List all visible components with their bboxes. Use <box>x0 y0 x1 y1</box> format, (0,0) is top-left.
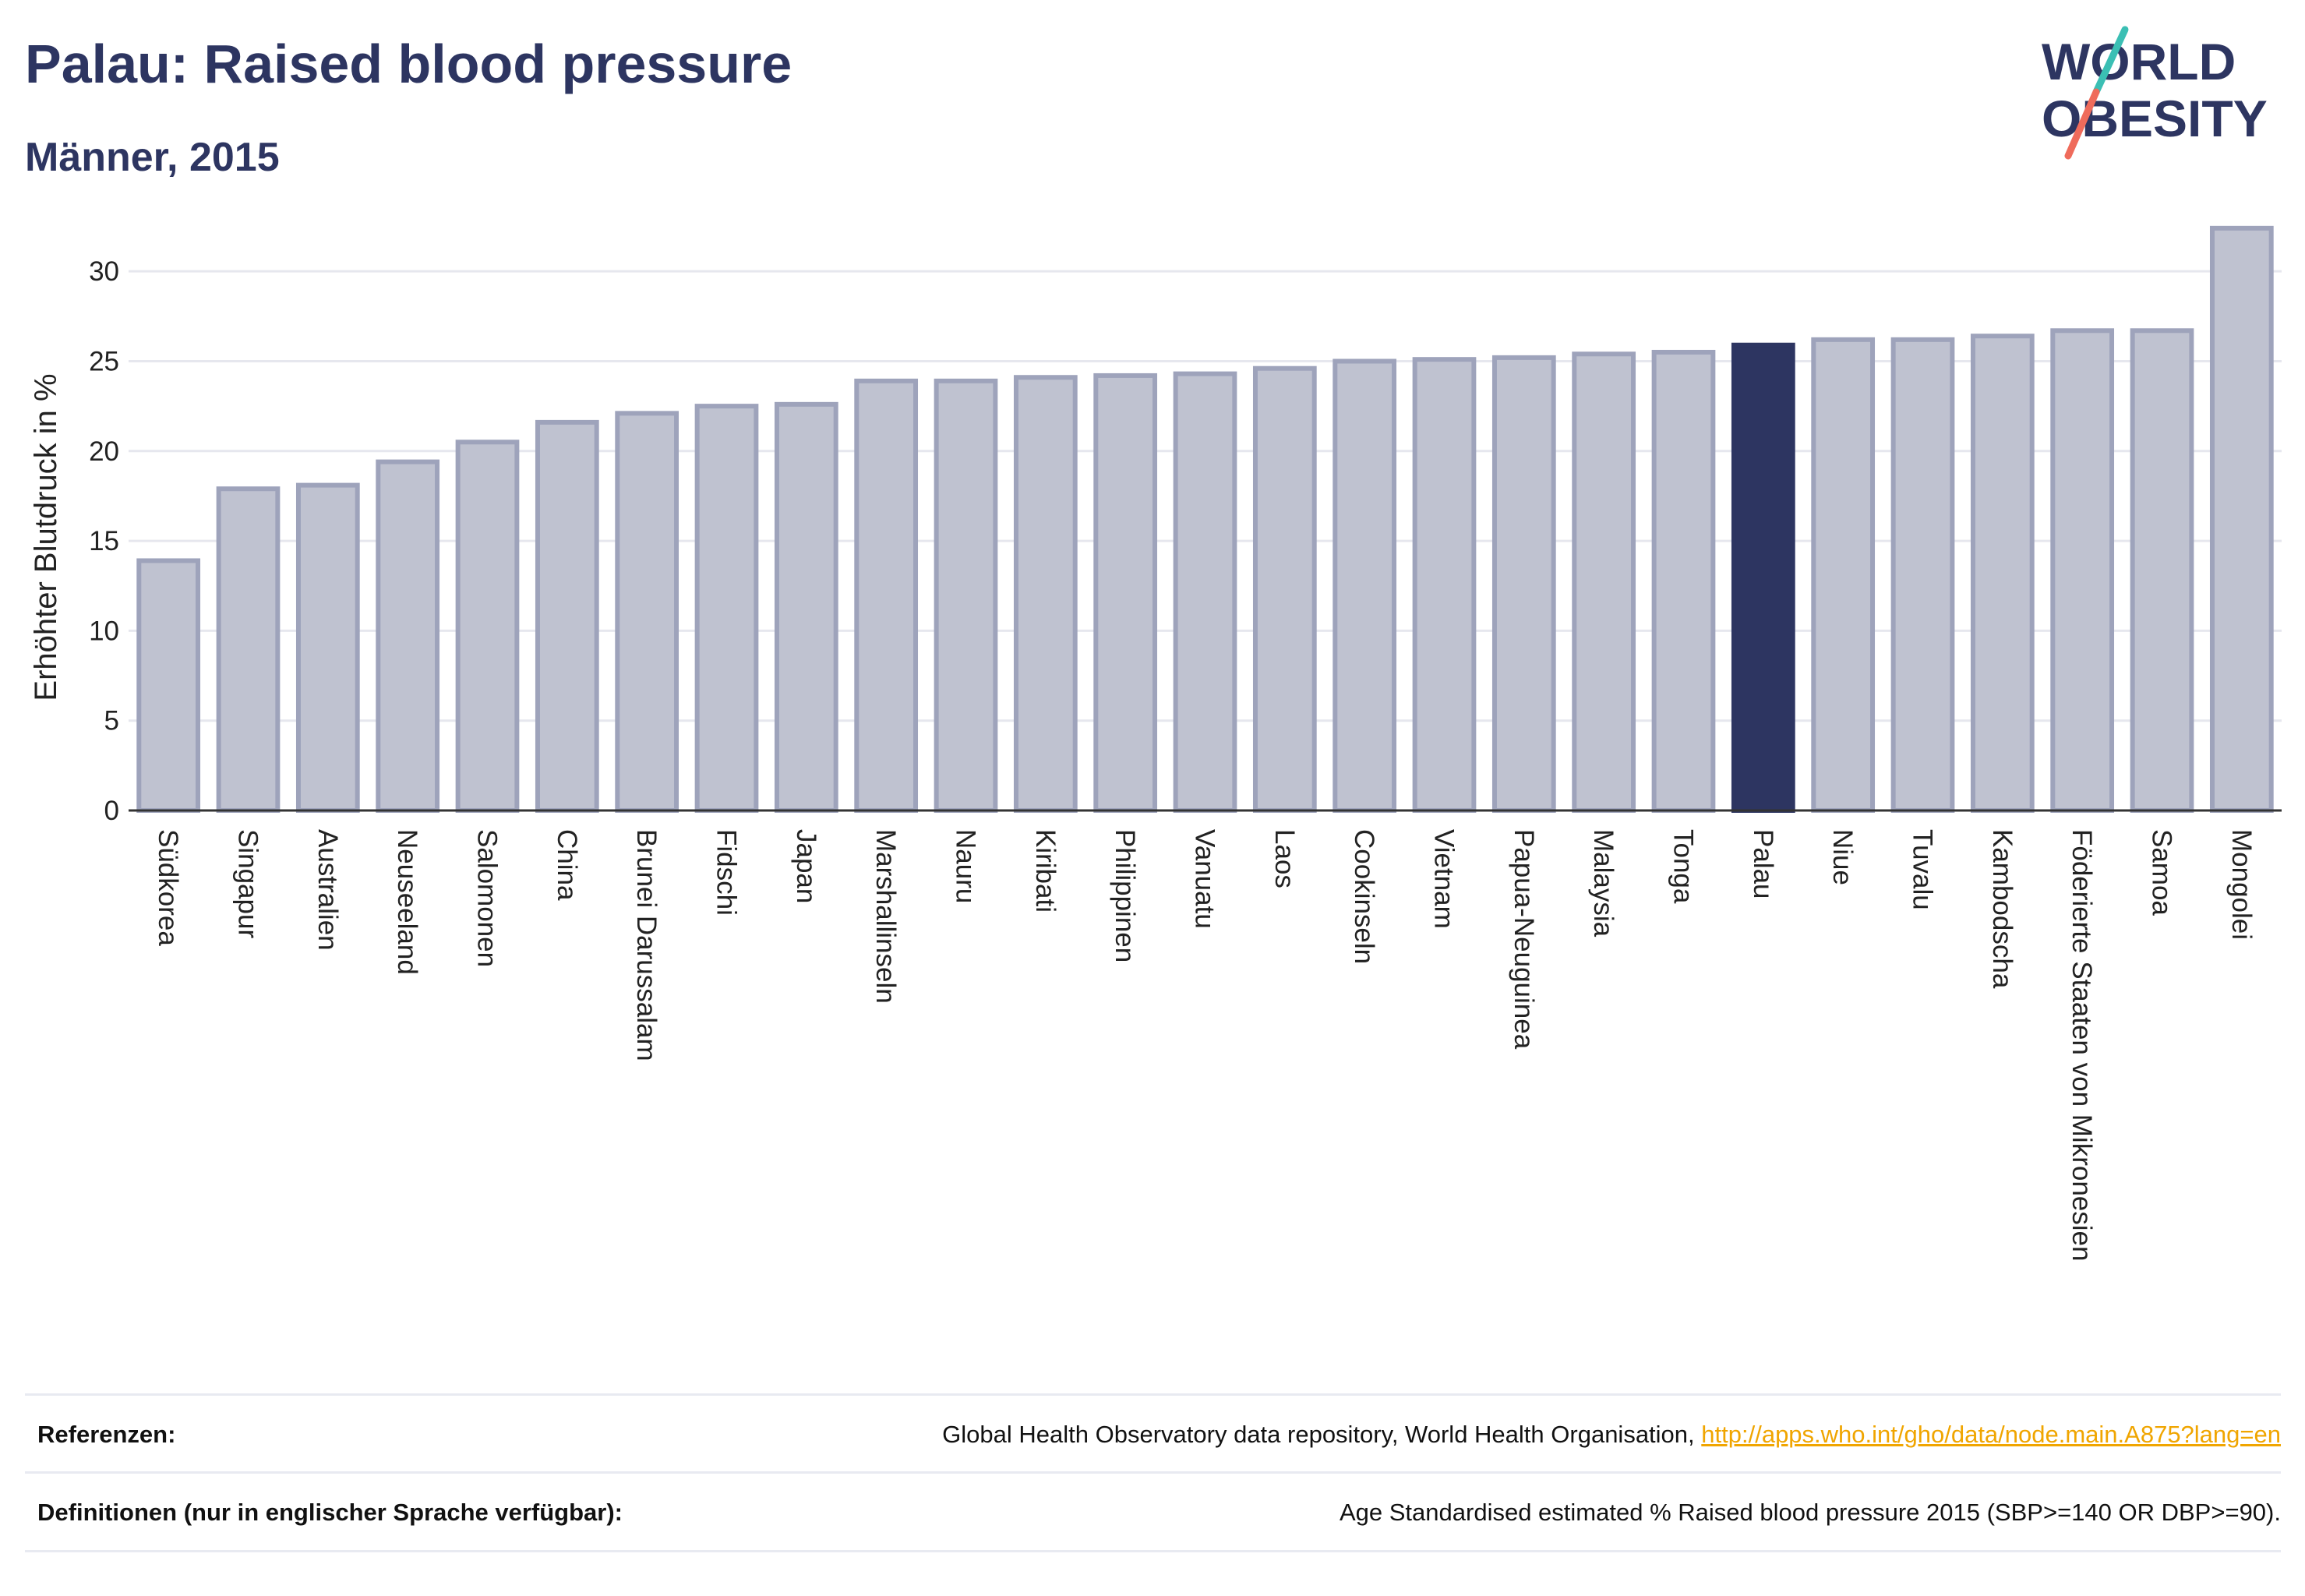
x-category-label: Mongolei <box>2226 829 2257 940</box>
bar[interactable] <box>376 459 440 813</box>
references-label: Referenzen: <box>37 1421 176 1448</box>
x-category-label: China <box>552 829 582 901</box>
y-tick-label: 20 <box>89 436 119 467</box>
bar[interactable] <box>694 404 759 813</box>
bar[interactable] <box>2209 225 2274 813</box>
x-category-label: Cookinseln <box>1349 829 1379 964</box>
logo-slash-coral <box>2064 88 2100 160</box>
bar[interactable] <box>854 378 919 814</box>
bar[interactable] <box>1890 337 1955 813</box>
bar[interactable] <box>455 440 520 813</box>
bar[interactable] <box>615 411 679 813</box>
x-category-label: Kambodscha <box>1987 829 2017 989</box>
bar[interactable] <box>1970 334 2035 813</box>
x-axis-category-labels: Südkorea Singapur Australien Neuseeland Salo… <box>153 829 2257 1261</box>
x-category-label: Philippinen <box>1110 829 1140 962</box>
x-category-label: Papua-Neuguinea <box>1509 829 1539 1050</box>
logo-text-world: WORLD <box>2042 33 2236 90</box>
bar[interactable] <box>2130 328 2194 814</box>
y-tick-label: 15 <box>89 526 119 556</box>
bar[interactable] <box>1412 357 1477 814</box>
x-category-label: Australien <box>312 829 343 951</box>
bar[interactable] <box>295 482 360 813</box>
y-tick-label: 30 <box>89 256 119 287</box>
bar[interactable] <box>774 401 838 813</box>
bar[interactable] <box>1333 358 1397 813</box>
bar[interactable] <box>1173 371 1237 814</box>
x-category-label: Laos <box>1269 829 1300 888</box>
y-tick-label: 10 <box>89 616 119 646</box>
x-category-label: Brunei Darussalam <box>631 829 662 1061</box>
bar[interactable] <box>2050 328 2115 814</box>
footer-table: Referenzen: Global Health Observatory da… <box>25 1393 2281 1552</box>
definitions-label: Definitionen (nur in englischer Sprache … <box>37 1499 623 1527</box>
y-tick-label: 5 <box>104 706 119 736</box>
footer-definitions-row: Definitionen (nur in englischer Sprache … <box>25 1471 2281 1552</box>
x-category-label: Salomonen <box>472 829 503 967</box>
world-obesity-logo: WORLD OBESITY <box>2042 26 2268 160</box>
x-category-label: Südkorea <box>153 829 183 946</box>
x-category-label: Palau <box>1748 829 1778 899</box>
y-axis-ticks: 0 5 10 15 20 25 30 <box>89 256 119 826</box>
references-link[interactable]: http://apps.who.int/gho/data/node.main.A… <box>1701 1421 2281 1448</box>
bar[interactable] <box>1572 351 1636 813</box>
x-category-label: Marshallinseln <box>870 829 901 1004</box>
x-category-label: Malaysia <box>1588 829 1618 937</box>
x-category-label: Tuvalu <box>1908 829 1938 910</box>
bar[interactable] <box>1811 337 1876 813</box>
bar[interactable] <box>1252 365 1317 813</box>
x-category-label: Singapur <box>233 829 263 938</box>
x-category-label: Kiribati <box>1030 829 1061 913</box>
x-category-label: Samoa <box>2147 829 2177 916</box>
bars <box>136 225 2274 814</box>
definitions-value: Age Standardised estimated % Raised bloo… <box>1339 1499 2281 1527</box>
y-tick-label: 0 <box>104 796 119 826</box>
bar-highlight[interactable] <box>1731 342 1795 814</box>
references-value: Global Health Observatory data repositor… <box>942 1418 2281 1451</box>
x-category-label: Japan <box>791 829 821 903</box>
x-category-label: Föderierte Staaten von Mikronesien <box>2067 829 2097 1261</box>
logo-slash-teal <box>2092 26 2129 96</box>
bar[interactable] <box>1013 375 1078 814</box>
chart-subtitle: Männer, 2015 <box>25 135 280 180</box>
bar[interactable] <box>1093 373 1158 813</box>
bar-chart: 0 5 10 15 20 25 30 Südkorea Singapur Australien N… <box>29 225 2282 1261</box>
x-category-label: Tonga <box>1668 829 1699 904</box>
y-axis-title: Erhöhter Blutdruck in % <box>29 373 63 701</box>
bar[interactable] <box>136 558 201 813</box>
x-category-label: Fidschi <box>711 829 742 916</box>
x-category-label: Neuseeland <box>392 829 422 975</box>
chart-title: Palau: Raised blood pressure <box>25 34 792 94</box>
y-tick-label: 25 <box>89 346 119 376</box>
bar[interactable] <box>1491 355 1556 813</box>
x-category-label: Niue <box>1827 829 1858 885</box>
references-text: Global Health Observatory data repositor… <box>942 1421 1695 1448</box>
x-category-label: Nauru <box>951 829 981 903</box>
bar[interactable] <box>1651 349 1716 814</box>
footer-references-row: Referenzen: Global Health Observatory da… <box>25 1393 2281 1471</box>
bar[interactable] <box>216 486 281 813</box>
x-category-label: Vietnam <box>1429 829 1460 929</box>
bar[interactable] <box>934 378 998 814</box>
bar[interactable] <box>535 419 599 813</box>
x-category-label: Vanuatu <box>1190 829 1220 929</box>
